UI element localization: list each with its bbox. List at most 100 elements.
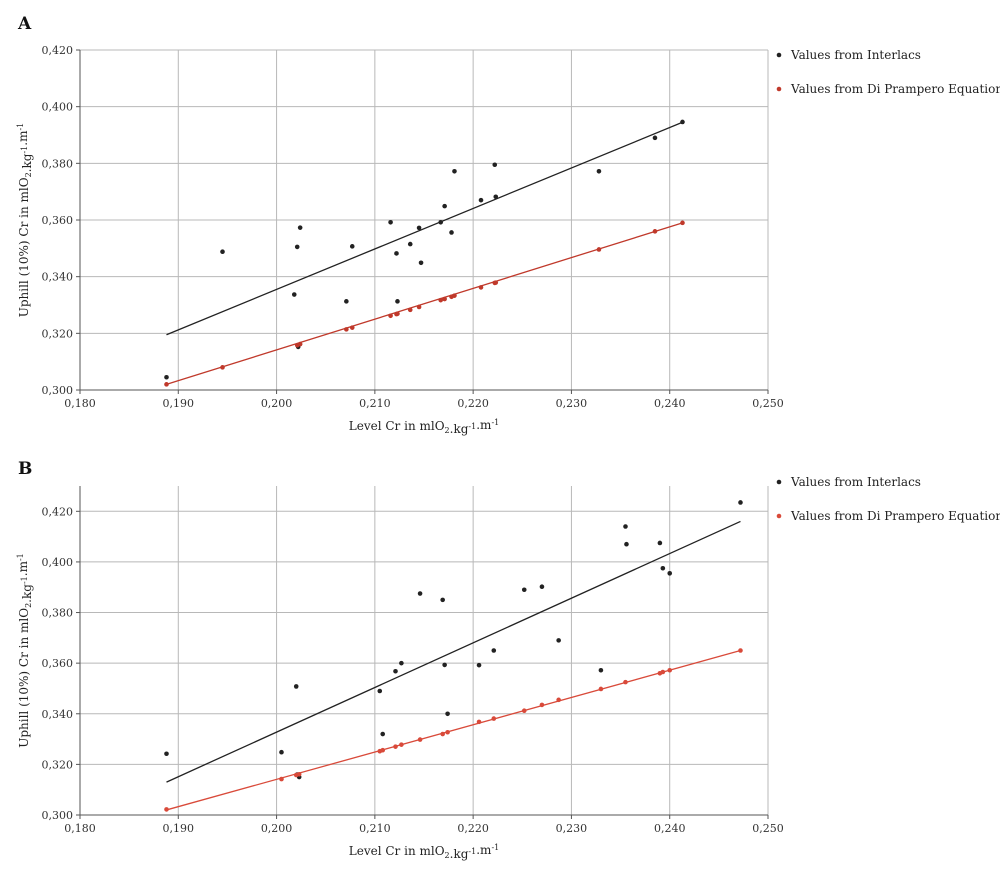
x-tick-label: 0,180 [64, 822, 96, 835]
data-point [416, 225, 422, 231]
data-point [493, 280, 499, 285]
x-tick-label: 0,240 [654, 822, 686, 835]
data-point [478, 285, 484, 290]
trendline [166, 649, 741, 811]
x-tick-label: 0,200 [261, 397, 293, 410]
data-point [438, 219, 444, 225]
data-point [660, 565, 666, 571]
data-point [164, 751, 169, 757]
y-tick-label: 0,320 [42, 758, 74, 771]
y-tick-label: 0,420 [42, 505, 74, 518]
data-point [220, 365, 225, 370]
y-tick-label: 0,380 [42, 607, 74, 620]
data-point [380, 747, 386, 753]
data-point [297, 341, 303, 347]
data-point [440, 597, 445, 603]
data-point [388, 219, 393, 225]
data-point [395, 299, 400, 304]
data-point [296, 771, 302, 777]
data-point [417, 591, 423, 596]
data-point [399, 660, 404, 666]
y-tick-label: 0,340 [42, 271, 74, 284]
grid [76, 486, 769, 819]
data-point [598, 686, 604, 692]
series-di-prampero [164, 220, 685, 387]
x-axis-label: Level Cr in mlO2.kg-1.m-1 [349, 418, 499, 436]
data-point [344, 327, 349, 332]
data-point [297, 225, 303, 230]
x-tick-label: 0,250 [752, 397, 784, 410]
data-point [539, 702, 545, 708]
data-point [279, 776, 284, 782]
data-point [416, 304, 422, 310]
legend-marker [776, 513, 782, 519]
legend-label: Values from Di Prampero Equation [790, 509, 1000, 523]
data-point [442, 296, 447, 302]
data-point [521, 708, 527, 714]
data-point [394, 251, 399, 256]
data-point [452, 168, 457, 174]
data-point [491, 648, 497, 653]
data-point [417, 737, 423, 742]
x-tick-label: 0,190 [163, 397, 195, 410]
data-point [624, 541, 629, 547]
x-tick-label: 0,190 [163, 822, 195, 835]
series-interlacs [164, 119, 685, 380]
y-tick-label: 0,340 [42, 708, 74, 721]
data-point [492, 162, 498, 168]
panel-a-letter: A [18, 14, 32, 34]
data-point [667, 571, 673, 576]
data-point [442, 203, 447, 209]
x-tick-label: 0,230 [556, 397, 588, 410]
y-tick-label: 0,360 [42, 214, 74, 227]
data-point [652, 135, 658, 141]
x-tick-label: 0,180 [64, 397, 96, 410]
series-di-prampero [164, 648, 743, 812]
x-tick-label: 0,230 [556, 822, 588, 835]
data-point [493, 194, 499, 200]
data-point [220, 249, 225, 255]
y-tick-label: 0,420 [42, 44, 74, 57]
data-point [476, 662, 482, 668]
data-point [680, 119, 685, 125]
data-point [667, 667, 673, 673]
data-point [680, 220, 685, 226]
trendline [166, 222, 683, 385]
data-point [388, 313, 393, 319]
y-tick-label: 0,320 [42, 327, 74, 340]
legend-marker [776, 52, 782, 58]
data-point [539, 584, 545, 590]
y-tick-label: 0,300 [42, 384, 74, 397]
chart-panel-a: 0,180 0,190 0,200 0,210 0,220 0,230 0,240 0,250… [16, 44, 1000, 436]
data-point [442, 662, 447, 668]
data-point [418, 260, 424, 266]
data-point [344, 299, 349, 304]
y-tick-label: 0,400 [42, 556, 74, 569]
data-point [399, 742, 404, 747]
x-tick-label: 0,240 [654, 397, 686, 410]
trendline [166, 121, 683, 336]
y-tick-label: 0,380 [42, 157, 74, 170]
data-point [623, 524, 628, 529]
data-point [293, 684, 299, 689]
y-tick-label: 0,400 [42, 101, 74, 114]
x-tick-label: 0,250 [752, 822, 784, 835]
data-point [407, 307, 413, 313]
data-point [738, 648, 743, 653]
data-point [491, 716, 497, 721]
chart-panel-b: 0,180 0,190 0,200 0,210 0,220 0,230 0,240 0,250… [16, 475, 1000, 861]
legend-marker [776, 86, 782, 92]
data-point [164, 374, 169, 380]
data-point [395, 311, 400, 317]
y-axis-label: Uphill (10%) Cr in mlO2.kg-1.m-1 [16, 553, 34, 748]
data-point [440, 731, 445, 737]
data-point [164, 807, 169, 812]
data-point [598, 667, 604, 673]
data-point [349, 244, 355, 249]
data-point [738, 500, 743, 505]
x-tick-label: 0,210 [359, 822, 391, 835]
data-point [556, 638, 561, 643]
data-point [393, 744, 398, 749]
data-point [556, 697, 561, 703]
trendline [166, 520, 741, 783]
